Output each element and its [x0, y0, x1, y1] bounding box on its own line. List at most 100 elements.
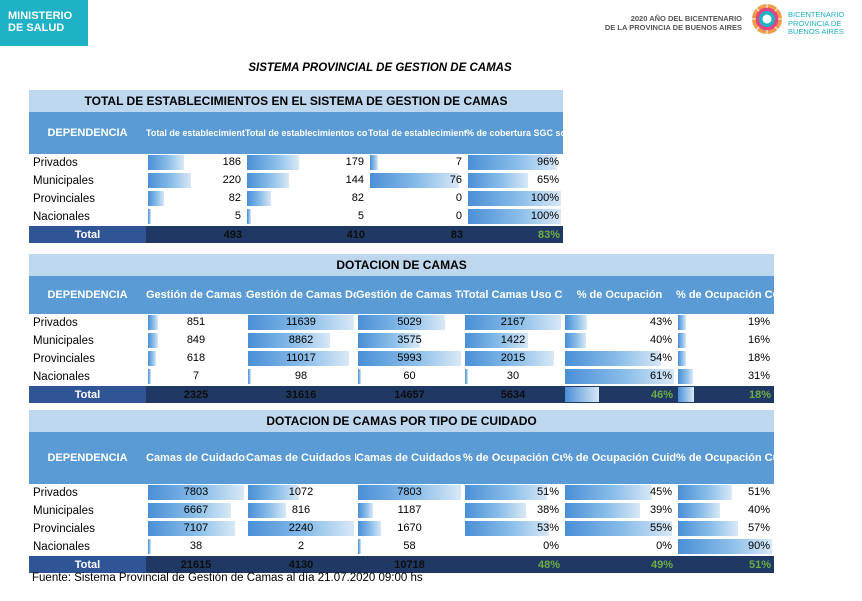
cell-value: 43% — [649, 316, 672, 328]
data-bar: 179 — [247, 155, 366, 170]
data-bar: 51% — [465, 485, 561, 500]
data-bar: 0% — [565, 539, 674, 554]
total-cell: 49% — [563, 555, 676, 573]
data-cell: 179 — [245, 154, 368, 172]
data-bar: 43% — [565, 315, 674, 330]
row-label: Nacionales — [29, 537, 146, 556]
data-cell: 7107 — [146, 519, 246, 538]
data-cell: 1187 — [356, 501, 463, 520]
total-cell: 4130 — [246, 555, 356, 573]
cell-value: 6667 — [183, 504, 209, 516]
cell-value: 1422 — [500, 334, 526, 346]
page-title: SISTEMA PROVINCIAL DE GESTION DE CAMAS — [248, 62, 512, 74]
row-label: Municipales — [29, 331, 146, 350]
data-bar: 7 — [370, 155, 464, 170]
header-col: % de Ocupación Cuidados Mínimos — [463, 432, 563, 484]
bar-fill — [248, 503, 287, 518]
data-cell: 43% — [563, 314, 676, 332]
data-bar: 16% — [678, 333, 772, 348]
cell-value: 53% — [536, 522, 559, 534]
cell-value: 90% — [748, 540, 771, 552]
cell-value: 100% — [530, 210, 560, 222]
bicentenario-logo: 2020 AÑO DEL BICENTENARIO DE LA PROVINCI… — [605, 2, 862, 42]
data-bar: 31% — [678, 369, 772, 384]
data-cell: 5 — [146, 207, 245, 226]
data-cell: 220 — [146, 171, 245, 190]
data-cell: 11639 — [246, 314, 356, 332]
data-cell: 144 — [245, 171, 368, 190]
cell-value: 2167 — [500, 316, 526, 328]
row-label: Municipales — [29, 501, 146, 520]
table-row: Nacionales 38 2 58 0% 0% 90% — [29, 537, 775, 556]
data-bar: 30 — [465, 369, 561, 384]
cell-value: 0% — [656, 540, 672, 552]
province-logo-line3: BUENOS AIRES — [788, 27, 844, 36]
data-bar: 82 — [247, 191, 366, 206]
cell-value: 1670 — [397, 522, 422, 534]
row-label: Nacionales — [29, 367, 146, 386]
cell-value: 18% — [748, 352, 771, 364]
cell-value: 0 — [455, 210, 462, 222]
data-cell: 2240 — [246, 519, 356, 538]
bar-fill — [468, 155, 558, 170]
cell-value: 7 — [455, 156, 462, 168]
bar-fill — [248, 333, 330, 348]
data-cell: 55% — [563, 519, 676, 538]
bar-fill — [247, 155, 300, 170]
data-bar: 7 — [148, 369, 244, 384]
bar-fill — [248, 485, 299, 500]
data-bar: 220 — [148, 173, 243, 188]
data-cell: 100% — [466, 189, 564, 208]
cell-value: 5 — [357, 210, 364, 222]
header-dependencia: DEPENDENCIA — [29, 432, 146, 484]
cell-value: 11639 — [286, 316, 316, 328]
total-pct: 18% — [749, 388, 772, 401]
data-bar: 54% — [565, 351, 674, 366]
table-row: Provinciales 7107 2240 1670 53% 55% 57% — [29, 519, 775, 538]
data-cell: 816 — [246, 501, 356, 520]
cell-value: 179 — [345, 156, 364, 168]
bar-fill — [565, 503, 641, 518]
data-cell: 53% — [463, 519, 563, 538]
cell-value: 45% — [649, 486, 672, 498]
data-cell: 7 — [146, 367, 246, 386]
bar-fill — [465, 503, 527, 518]
cell-value: 618 — [186, 352, 206, 364]
data-cell: 186 — [146, 154, 245, 172]
data-cell: 11017 — [246, 349, 356, 368]
bar-fill — [148, 369, 151, 384]
row-label: Provinciales — [29, 349, 146, 368]
data-cell: 7803 — [146, 484, 246, 502]
cell-value: 51% — [748, 486, 771, 498]
data-cell: 5029 — [356, 314, 463, 332]
cell-value: 58 — [403, 540, 416, 552]
header-col: Gestión de Camas Servicios — [146, 276, 246, 314]
data-bar: 2 — [248, 539, 354, 554]
data-bar: 82 — [148, 191, 243, 206]
total-pct: 46% — [650, 388, 673, 401]
table-row: Privados 7803 1072 7803 51% 45% 51% — [29, 484, 775, 502]
header-col: Camas de Cuidados Intensivos — [356, 432, 463, 484]
data-bar: 11639 — [248, 315, 354, 330]
total-cell: 83% — [466, 225, 564, 243]
table-caption: DOTACION DE CAMAS POR TIPO DE CUIDADO — [29, 410, 775, 432]
data-cell: 57% — [676, 519, 775, 538]
data-cell: 8862 — [246, 331, 356, 350]
data-bar: 849 — [148, 333, 244, 348]
bar-fill — [148, 191, 165, 206]
data-cell: 2 — [246, 537, 356, 556]
data-bar: 51% — [678, 485, 772, 500]
sun-emblem-icon — [752, 4, 782, 34]
data-cell: 2167 — [463, 314, 563, 332]
row-label: Provinciales — [29, 519, 146, 538]
cell-value: 40% — [748, 504, 771, 516]
total-bar — [678, 387, 694, 402]
bar-fill — [358, 503, 374, 518]
total-cell: 493 — [146, 225, 245, 243]
bar-fill — [248, 351, 349, 366]
cell-value: 39% — [649, 504, 672, 516]
data-cell: 849 — [146, 331, 246, 350]
cell-value: 98 — [294, 370, 308, 382]
header-col: % de Ocupación Cuidados Intensivo — [676, 432, 775, 484]
header-col: Total de establecimientos con carga en e… — [245, 112, 368, 154]
